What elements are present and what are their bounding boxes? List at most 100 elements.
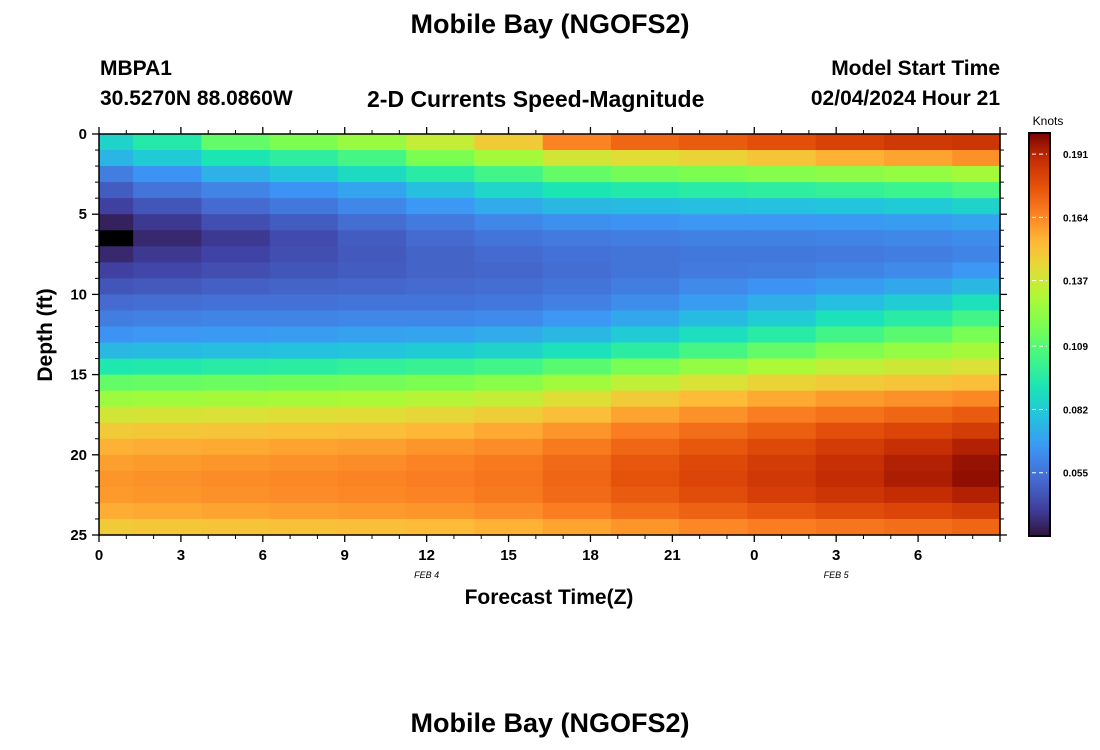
heatmap-cell — [542, 326, 612, 344]
heatmap-cell — [952, 438, 1001, 456]
heatmap-cell — [679, 182, 749, 199]
heatmap-cell — [747, 470, 817, 488]
model-start-value: 02/04/2024 Hour 21 — [810, 87, 1000, 110]
heatmap-cell — [883, 310, 953, 328]
heatmap-cell — [952, 166, 1001, 183]
heatmap-cell — [610, 134, 680, 151]
heatmap-cell — [747, 182, 817, 199]
heatmap-cell — [610, 150, 680, 167]
heatmap-cell — [406, 246, 476, 263]
y-tick-label: 10 — [70, 286, 87, 303]
heatmap-cell — [542, 134, 612, 151]
heatmap-cell — [542, 374, 612, 392]
heatmap-cell — [747, 294, 817, 312]
heatmap-cell — [269, 310, 339, 328]
colorbar-tick-label: 0.055 — [1063, 469, 1088, 480]
heatmap-cell — [406, 518, 476, 536]
heatmap-cell — [201, 310, 271, 328]
heatmap-cell — [679, 390, 749, 408]
heatmap-cell — [337, 198, 407, 215]
heatmap-cell — [679, 406, 749, 424]
heatmap-cell — [474, 182, 544, 199]
heatmap-cell — [747, 486, 817, 504]
heatmap-cell — [474, 406, 544, 424]
heatmap-cell — [883, 358, 953, 376]
heatmap-cell — [269, 262, 339, 279]
heatmap-cell — [133, 134, 202, 151]
heatmap-cell — [952, 326, 1001, 344]
heatmap-cell — [542, 470, 612, 488]
x-tick-label: 0 — [750, 547, 758, 564]
heatmap-cell — [406, 374, 476, 392]
heatmap-cell — [542, 262, 612, 279]
heatmap-cell — [337, 486, 407, 504]
heatmap-cell — [474, 374, 544, 392]
x-tick-label: 0 — [95, 547, 103, 564]
heatmap-cell — [679, 454, 749, 472]
heatmap-cell — [679, 374, 749, 392]
heatmap-cell — [815, 246, 885, 263]
heatmap-cell — [269, 470, 339, 488]
heatmap-cell — [99, 150, 134, 167]
colorbar-tick-label: 0.137 — [1063, 277, 1088, 288]
heatmap-cell — [542, 198, 612, 215]
heatmap-cell — [610, 166, 680, 183]
heatmap-cell — [269, 406, 339, 424]
heatmap-cell — [952, 150, 1001, 167]
heatmap-cell — [883, 518, 953, 536]
heatmap-cell — [679, 342, 749, 360]
heatmap-cell — [815, 262, 885, 279]
heatmap-cell — [883, 246, 953, 263]
heatmap-cell — [542, 454, 612, 472]
heatmap-cell — [474, 230, 544, 247]
heatmap-cell — [201, 518, 271, 536]
heatmap-cell — [406, 150, 476, 167]
station-id: MBPA1 — [100, 57, 172, 80]
heatmap-cell — [133, 294, 202, 312]
heatmap-cell — [679, 358, 749, 376]
heatmap-cell — [952, 198, 1001, 215]
heatmap-cell — [201, 422, 271, 440]
heatmap-cell — [679, 518, 749, 536]
heatmap-cell — [474, 470, 544, 488]
colorbar-tick-label: 0.082 — [1063, 405, 1088, 416]
heatmap-cell — [201, 278, 271, 295]
heatmap-cell — [883, 198, 953, 215]
heatmap-cell — [337, 310, 407, 328]
heatmap-cell — [201, 182, 271, 199]
heatmap-cell — [610, 438, 680, 456]
heatmap-cell — [406, 230, 476, 247]
heatmap-cell — [201, 454, 271, 472]
x-tick-label: 3 — [177, 547, 185, 564]
heatmap-cell — [679, 278, 749, 295]
heatmap-cell — [542, 310, 612, 328]
heatmap-cell — [337, 214, 407, 231]
heatmap-cell — [952, 310, 1001, 328]
heatmap-cell — [133, 214, 202, 231]
model-start-label: Model Start Time — [831, 57, 1000, 80]
heatmap-cell — [883, 438, 953, 456]
heatmap-cell — [201, 358, 271, 376]
heatmap-cell — [99, 166, 134, 183]
heatmap-cell — [337, 454, 407, 472]
plot-frame — [98, 133, 1001, 536]
heatmap-cell — [474, 326, 544, 344]
heatmap-cell — [815, 342, 885, 360]
heatmap-cell — [201, 406, 271, 424]
heatmap-cell — [610, 374, 680, 392]
heatmap-cell — [99, 502, 134, 520]
heatmap-cell — [883, 470, 953, 488]
heatmap-cell — [99, 246, 134, 263]
heatmap-cell — [99, 326, 134, 344]
heatmap-cell — [474, 454, 544, 472]
heatmap-cell — [815, 278, 885, 295]
heatmap-cell — [747, 166, 817, 183]
heatmap-cell — [406, 390, 476, 408]
heatmap-cell — [269, 278, 339, 295]
heatmap-cell — [133, 150, 202, 167]
heatmap-cell — [337, 134, 407, 151]
colorbar-title: Knots — [1033, 114, 1064, 128]
heatmap-cell — [883, 374, 953, 392]
heatmap-cell — [406, 470, 476, 488]
heatmap-cell — [952, 518, 1001, 536]
